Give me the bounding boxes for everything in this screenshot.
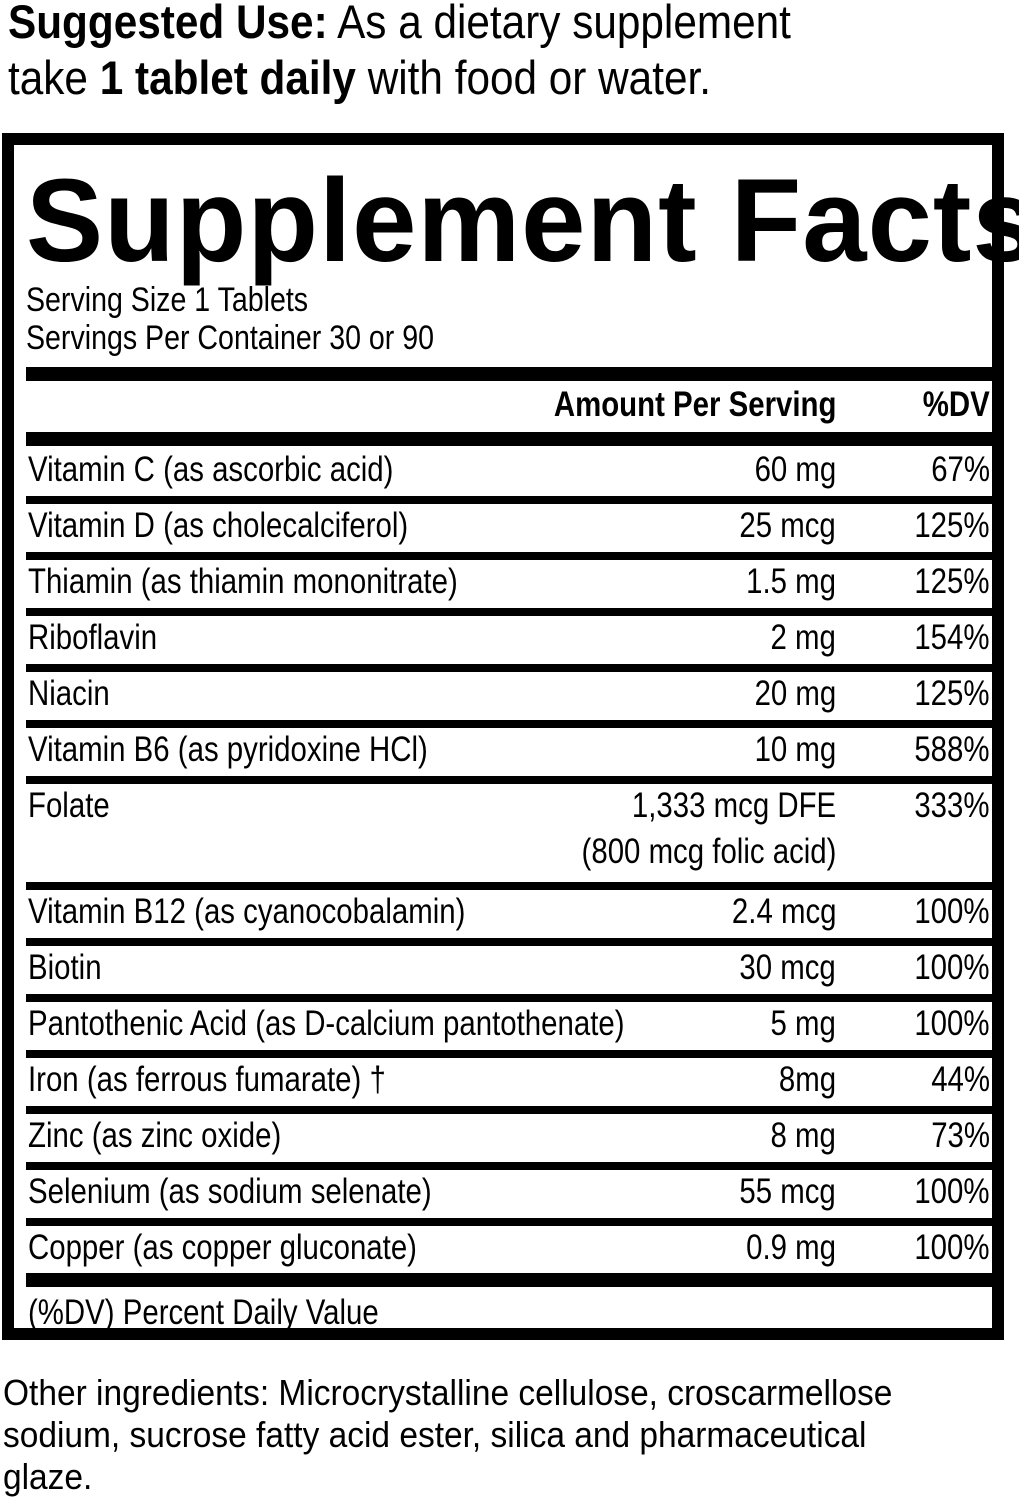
nutrient-name: Zinc (as zinc oxide) (28, 1116, 282, 1155)
row-divider (26, 1162, 992, 1170)
row-divider (26, 720, 992, 728)
nutrient-name: Niacin (28, 674, 110, 713)
panel-title-text: Supplement Facts (26, 155, 1019, 287)
nutrient-amount: 60 mg (754, 450, 836, 489)
nutrient-amount: 8mg (778, 1060, 836, 1099)
suggested-use-text: As a dietary supplement (327, 0, 791, 48)
suggested-use-label: Suggested Use: (8, 0, 328, 48)
nutrient-amount: 1.5 mg (746, 562, 836, 601)
nutrient-amount: 10 mg (754, 730, 836, 769)
row-divider (26, 776, 992, 784)
nutrient-name: Riboflavin (28, 618, 158, 657)
nutrient-name: Vitamin B12 (as cyanocobalamin) (28, 892, 466, 931)
suggested-use-line-2: take 1 tablet daily with food or water. (8, 50, 791, 106)
nutrient-name: Pantothenic Acid (as D-calcium pantothen… (28, 1004, 625, 1043)
divider (26, 367, 992, 381)
nutrient-dv: 125% (914, 674, 990, 713)
serving-size-text: Serving Size 1 Tablets (26, 281, 309, 319)
serving-size: Serving Size 1 Tablets (26, 281, 362, 319)
nutrient-name: Folate (28, 786, 110, 825)
nutrient-dv: 73% (931, 1116, 990, 1155)
nutrient-amount: 2 mg (770, 618, 836, 657)
nutrient-dv: 154% (914, 618, 990, 657)
nutrient-amount-detail: (800 mcg folic acid) (581, 832, 836, 871)
nutrient-dv: 44% (931, 1060, 990, 1099)
row-divider (26, 1106, 992, 1114)
header-dv: %DV (923, 385, 990, 424)
suggested-use-text: take (8, 51, 100, 104)
nutrient-amount: 55 mcg (739, 1172, 836, 1211)
other-ingredients: Other ingredients: Microcrystalline cell… (3, 1372, 1013, 1498)
footnote-text: (%DV) Percent Daily Value (28, 1293, 379, 1332)
nutrient-name: Selenium (as sodium selenate) (28, 1172, 432, 1211)
suggested-use-line-1: Suggested Use: As a dietary supplement (8, 0, 791, 50)
nutrient-name: Vitamin B6 (as pyridoxine HCl) (28, 730, 428, 769)
suggested-use: Suggested Use: As a dietary supplement t… (8, 0, 878, 106)
nutrient-dv: 100% (914, 1004, 990, 1043)
divider (26, 1273, 992, 1287)
nutrient-amount: 2.4 mcg (731, 892, 836, 931)
nutrient-amount: 0.9 mg (746, 1228, 836, 1267)
suggested-use-text: with food or water. (355, 51, 711, 104)
other-ingredients-line: glaze. (3, 1456, 93, 1497)
nutrient-dv: 125% (914, 506, 990, 545)
nutrient-name: Biotin (28, 948, 102, 987)
nutrient-dv: 100% (914, 948, 990, 987)
header-amount: Amount Per Serving (553, 385, 836, 424)
row-divider (26, 552, 992, 560)
nutrient-dv: 333% (914, 786, 990, 825)
nutrient-amount: 1,333 mcg DFE (631, 786, 836, 825)
nutrient-dv: 100% (914, 1228, 990, 1267)
nutrient-amount: 20 mg (754, 674, 836, 713)
row-divider (26, 1218, 992, 1226)
nutrient-name: Vitamin C (as ascorbic acid) (28, 450, 394, 489)
other-ingredients-line: Other ingredients: Microcrystalline cell… (3, 1372, 893, 1413)
row-divider (26, 1050, 992, 1058)
nutrient-amount: 30 mcg (739, 948, 836, 987)
nutrient-dv: 100% (914, 1172, 990, 1211)
row-divider (26, 938, 992, 946)
nutrient-dv: 100% (914, 892, 990, 931)
nutrient-amount: 25 mcg (739, 506, 836, 545)
footnote: (%DV) Percent Daily Value (28, 1293, 446, 1333)
other-ingredients-line: sodium, sucrose fatty acid ester, silica… (3, 1414, 867, 1455)
nutrient-name: Vitamin D (as cholecalciferol) (28, 506, 409, 545)
nutrient-amount: 8 mg (770, 1116, 836, 1155)
nutrient-dv: 67% (931, 450, 990, 489)
nutrient-dv: 125% (914, 562, 990, 601)
row-divider (26, 994, 992, 1002)
row-divider (26, 608, 992, 616)
servings-per-container: Servings Per Container 30 or 90 (26, 319, 512, 357)
nutrient-name: Iron (as ferrous fumarate) † (28, 1060, 386, 1099)
nutrient-name: Thiamin (as thiamin mononitrate) (28, 562, 458, 601)
supplement-facts-panel: Supplement Facts Serving Size 1 Tablets … (2, 133, 1019, 1340)
row-divider (26, 496, 992, 504)
dosage: 1 tablet daily (99, 51, 356, 104)
nutrient-name: Copper (as copper gluconate) (28, 1228, 417, 1267)
row-divider (26, 882, 992, 890)
row-divider (26, 664, 992, 672)
servings-per-container-text: Servings Per Container 30 or 90 (26, 319, 435, 357)
nutrient-amount: 5 mg (770, 1004, 836, 1043)
nutrient-dv: 588% (914, 730, 990, 769)
panel-title: Supplement Facts (26, 161, 1019, 281)
divider (26, 432, 992, 446)
